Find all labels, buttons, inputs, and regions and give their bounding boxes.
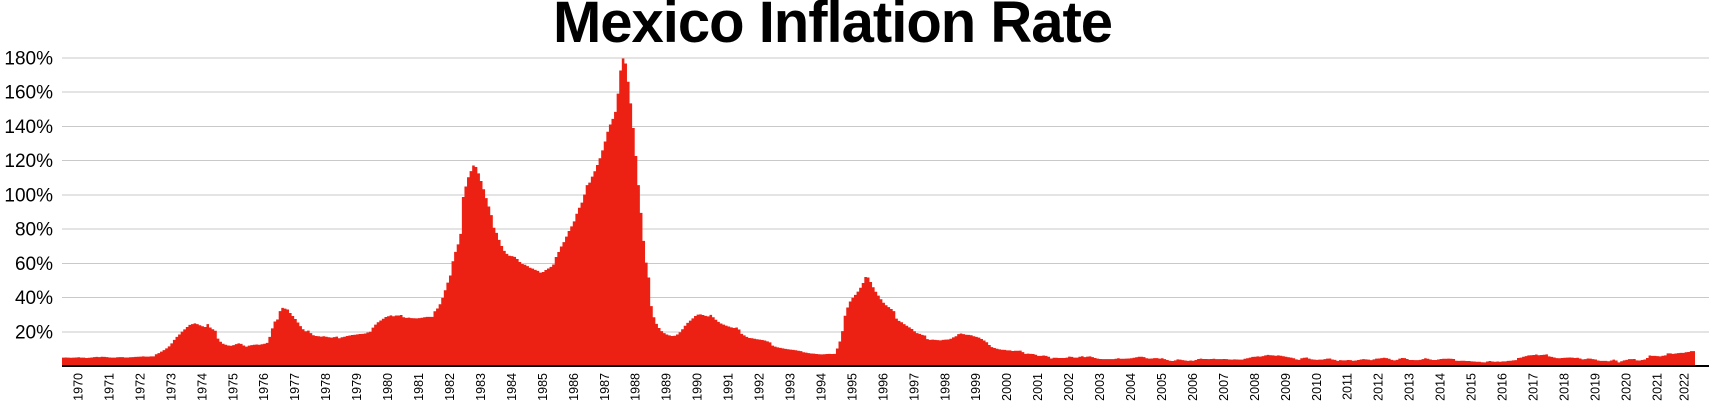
x-axis-year-label: 1978: [319, 373, 333, 401]
x-axis-year-label: 2003: [1093, 373, 1107, 401]
x-axis-year-label: 2011: [1341, 373, 1355, 400]
x-axis-year-label: 1992: [753, 373, 767, 401]
x-axis-year-label: 2015: [1465, 373, 1479, 401]
x-axis-year-label: 2006: [1186, 373, 1200, 401]
y-axis-tick-label: 140%: [4, 117, 53, 138]
x-axis-year-label: 1977: [288, 373, 302, 401]
x-axis-year-label: 1972: [133, 373, 147, 401]
x-axis-year-label: 2020: [1619, 373, 1633, 401]
x-axis-year-label: 2018: [1557, 373, 1571, 401]
x-axis-year-label: 2000: [1000, 373, 1014, 401]
x-axis-year-label: 2022: [1677, 373, 1691, 401]
x-axis-year-label: 2010: [1310, 373, 1324, 401]
x-axis-year-label: 1997: [907, 373, 921, 401]
x-axis-year-label: 1984: [505, 373, 519, 401]
x-axis-year-label: 2014: [1434, 373, 1448, 401]
x-axis-year-label: 2016: [1496, 373, 1510, 401]
x-axis-year-label: 2004: [1124, 373, 1138, 401]
x-axis-year-label: 2017: [1527, 373, 1541, 401]
x-axis-year-label: 2007: [1217, 373, 1231, 401]
x-axis-year-label: 2002: [1062, 373, 1076, 401]
x-axis-year-label: 1973: [164, 373, 178, 401]
x-axis-year-label: 1983: [474, 373, 488, 401]
x-axis-year-label: 1975: [226, 373, 240, 401]
x-axis-year-label: 2009: [1279, 373, 1293, 401]
x-axis-year-label: 1998: [938, 373, 952, 401]
x-axis-year-label: 1979: [350, 373, 364, 401]
x-axis-year-label: 1995: [845, 373, 859, 401]
x-axis-year-label: 2019: [1588, 373, 1602, 401]
x-axis-year-label: 1982: [443, 373, 457, 401]
x-axis-year-label: 1985: [536, 373, 550, 401]
x-axis-year-label: 2001: [1031, 373, 1045, 401]
y-axis-tick-label: 120%: [4, 151, 53, 172]
x-axis-year-label: 1990: [691, 373, 705, 401]
x-axis-year-label: 1996: [876, 373, 890, 401]
x-axis-year-label: 1980: [381, 373, 395, 401]
y-axis-tick-label: 60%: [15, 254, 53, 275]
y-axis-tick-label: 80%: [15, 220, 53, 241]
y-axis-tick-label: 160%: [4, 83, 53, 104]
x-axis-year-label: 2008: [1248, 373, 1262, 401]
x-axis-year-label: 1976: [257, 373, 271, 401]
y-axis-tick-label: 100%: [4, 185, 53, 206]
x-axis-year-label: 2005: [1155, 373, 1169, 401]
inflation-area: [62, 58, 1695, 366]
y-axis-tick-label: 20%: [15, 322, 53, 343]
x-axis-year-label: 1986: [567, 373, 581, 401]
x-axis-year-label: 1999: [969, 373, 983, 401]
x-axis-year-label: 1987: [598, 373, 612, 401]
y-axis-tick-label: 180%: [4, 49, 53, 70]
y-axis-tick-label: 40%: [15, 288, 53, 309]
x-axis-year-label: 1991: [722, 373, 736, 401]
x-axis-year-label: 2012: [1372, 373, 1386, 401]
x-axis-year-label: 1971: [102, 373, 116, 401]
x-axis-year-label: 1988: [629, 373, 643, 401]
x-axis-year-label: 2021: [1650, 373, 1664, 401]
x-axis-year-label: 1981: [412, 373, 426, 401]
x-axis-year-label: 1989: [660, 373, 674, 401]
x-axis-year-label: 1970: [72, 373, 86, 401]
x-axis-year-label: 2013: [1403, 373, 1417, 401]
x-axis-year-label: 1994: [815, 373, 829, 401]
x-axis-year-label: 1993: [784, 373, 798, 401]
x-axis-year-label: 1974: [195, 373, 209, 401]
